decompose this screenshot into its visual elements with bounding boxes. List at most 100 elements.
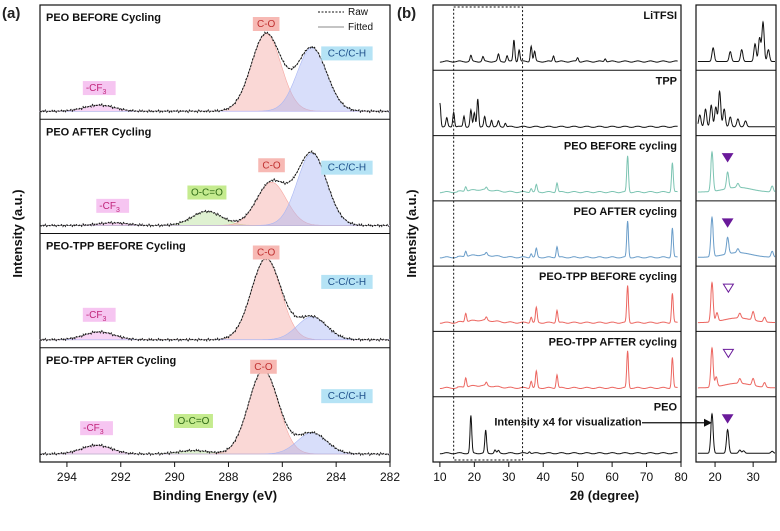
x-tick-label: 292: [111, 470, 131, 484]
subplot-title: PEO-TPP BEFORE Cycling: [46, 241, 186, 253]
y-axis-label: Intensity (a.u.): [404, 189, 419, 277]
peak-label-bg: [321, 46, 373, 61]
xps-subplot-1: PEO BEFORE Cycling -CF3 C-O C-C/C-H: [39, 12, 391, 114]
inset-curve: [697, 215, 776, 258]
peak-label-text: C-O: [257, 19, 276, 30]
x-axis-label: 2θ (degree): [570, 488, 639, 503]
peak-label-bg: [80, 421, 113, 436]
fitted-envelope: [40, 257, 389, 341]
peak-marker-triangle: [721, 153, 734, 163]
peak-label-text: C-C/C-H: [328, 163, 366, 174]
peak-label-o-c-o: O-C=O: [173, 414, 213, 428]
inset-curve: [697, 150, 776, 193]
peak-label-bg: [321, 389, 373, 404]
peak-label-c-c-c-h: C-C/C-H: [321, 46, 373, 61]
panel-a-xps: PEO BEFORE Cycling -CF3 C-O C-C/C-H PEO AFTE…: [10, 4, 400, 503]
dotted-zoom-region: [453, 6, 524, 461]
legend-fitted-label: Fitted: [348, 22, 373, 33]
inset-curve: [697, 20, 775, 62]
peak-label-cf3: -CF3: [80, 421, 113, 436]
raw-curve: [39, 256, 390, 342]
xrd-curve: [439, 285, 678, 324]
legend-a: Raw Fitted: [318, 7, 373, 33]
inset-curve: [697, 412, 776, 454]
x-tick-label: 60: [605, 470, 619, 484]
peak-label-c-c-c-h: C-C/C-H: [321, 389, 373, 404]
peak-label-bg: [250, 359, 277, 374]
xrd-series-peo-after-cycling: PEO AFTER cycling: [433, 200, 776, 259]
x-tick-label: 286: [272, 470, 292, 484]
subplot-title: PEO BEFORE Cycling: [46, 12, 161, 24]
peak-label-c-o: C-O: [250, 359, 277, 374]
series-label: LiTFSI: [643, 10, 677, 22]
inset-curve: [697, 89, 775, 128]
peak-label-bg: [321, 160, 373, 175]
peak-label-c-c-c-h: C-C/C-H: [321, 160, 373, 175]
inset-curve: [697, 281, 775, 324]
peak-label-text: O-C=O: [177, 416, 209, 427]
legend-raw-label: Raw: [348, 7, 369, 18]
peak-label-bg: [258, 158, 285, 173]
peak-label-cf3: -CF3: [96, 198, 130, 214]
y-axis-label: Intensity (a.u.): [10, 189, 25, 277]
peak-label-cf3: -CF3: [82, 81, 116, 96]
peak-label-bg: [187, 185, 227, 200]
x-tick-label: 30: [502, 470, 516, 484]
peak-label-c-o: C-O: [252, 245, 280, 260]
series-label: PEO-TPP AFTER cycling: [549, 336, 677, 348]
series-label: PEO: [654, 402, 678, 414]
xrd-series-peo-tpp-after-cycling: PEO-TPP AFTER cycling: [433, 330, 776, 390]
peak-label-bg: [82, 81, 116, 96]
inset-x-tick-label: 30: [746, 470, 760, 484]
xps-subplot-4: PEO-TPP AFTER Cycling -CF3 O-C=O C-O C-C/C-H: [39, 347, 390, 457]
peak-fill-c-o: [40, 369, 390, 455]
subplot-title: PEO AFTER Cycling: [46, 126, 151, 138]
x-axis-label: Binding Energy (eV): [153, 488, 277, 503]
x-tick-label: 80: [674, 470, 688, 484]
series-label: TPP: [656, 75, 677, 87]
inset-x-tick-label: 20: [708, 470, 722, 484]
xrd-curve: [439, 155, 678, 194]
peak-label-text: -CF3: [99, 201, 120, 214]
peak-label-o-c-o: O-C=O: [187, 185, 227, 200]
xrd-series-peo-tpp-before-cycling: PEO-TPP BEFORE cycling: [433, 265, 776, 324]
peak-label-text: C-C/C-H: [328, 391, 366, 402]
peak-label-c-o: C-O: [252, 17, 280, 31]
panel-b-xrd: LiTFSI TPP PEO BEFORE cycling PEO AFTER cyc…: [404, 4, 777, 503]
series-label: PEO BEFORE cycling: [564, 141, 677, 153]
peak-label-text: -CF3: [86, 83, 107, 96]
peak-label-bg: [252, 245, 280, 260]
xrd-curve: [439, 350, 678, 390]
x-tick-label: 284: [326, 470, 346, 484]
inset-frame: [695, 4, 777, 463]
xrd-series-tpp: TPP: [433, 69, 776, 128]
peak-label-text: C-C/C-H: [328, 277, 366, 288]
peak-label-text: O-C=O: [191, 188, 223, 199]
peak-label-bg: [252, 17, 280, 31]
peak-label-c-c-c-h: C-C/C-H: [321, 274, 373, 289]
peak-label-text: -CF3: [83, 423, 104, 436]
peak-label-text: C-C/C-H: [328, 48, 366, 59]
xrd-series-peo: PEO: [433, 396, 776, 455]
x-tick-label: 290: [165, 470, 185, 484]
xrd-curve: [439, 220, 678, 259]
annotation-text: Intensity x4 for visualization: [494, 417, 642, 429]
peak-label-text: C-O: [257, 248, 276, 259]
raw-curve: [39, 31, 390, 114]
peak-label-bg: [82, 307, 116, 322]
xrd-curve: [439, 415, 678, 455]
fitted-envelope: [40, 369, 389, 455]
peak-marker-triangle: [722, 348, 735, 359]
peak-fill-c-o: [39, 258, 391, 341]
raw-curve: [39, 368, 390, 457]
x-tick-label: 50: [571, 470, 585, 484]
x-tick-label: 294: [57, 470, 77, 484]
subplot-title: PEO-TPP AFTER Cycling: [46, 355, 176, 367]
peak-label-c-o: C-O: [258, 158, 285, 173]
xrd-series-litfsi: LiTFSI: [439, 10, 775, 63]
x-tick-label: 10: [433, 470, 447, 484]
series-label: PEO-TPP BEFORE cycling: [539, 271, 677, 283]
xrd-curve: [439, 39, 678, 63]
peak-marker-triangle: [721, 218, 734, 228]
annotation-arrow-head: [704, 418, 712, 427]
